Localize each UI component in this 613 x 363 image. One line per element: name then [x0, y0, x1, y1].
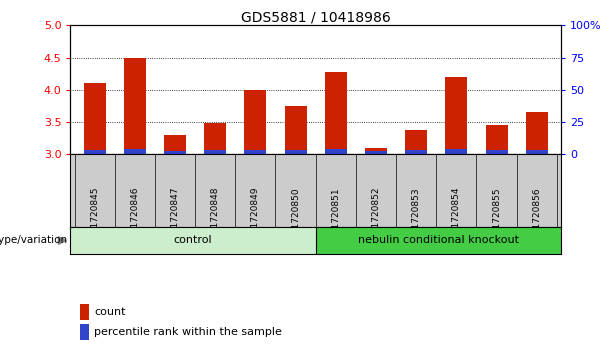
Bar [164, 135, 186, 154]
Bar [245, 150, 267, 154]
Bar [316, 227, 561, 254]
Text: GSM1720847: GSM1720847 [170, 187, 180, 248]
Bar [70, 227, 316, 254]
Text: GSM1720849: GSM1720849 [251, 187, 260, 248]
Bar [325, 149, 347, 154]
Bar [445, 77, 468, 154]
Bar [124, 58, 146, 154]
Text: GSM1720845: GSM1720845 [90, 187, 99, 248]
Bar [204, 123, 226, 154]
Bar [485, 150, 508, 154]
Bar [365, 148, 387, 154]
Text: count: count [94, 307, 126, 317]
Bar [325, 73, 347, 154]
Bar [80, 325, 89, 340]
Bar [284, 106, 306, 154]
Bar [83, 83, 105, 154]
Bar [245, 90, 267, 154]
Text: genotype/variation: genotype/variation [0, 236, 67, 245]
Text: GSM1720853: GSM1720853 [412, 187, 421, 248]
Text: GSM1720855: GSM1720855 [492, 187, 501, 248]
Text: GSM1720846: GSM1720846 [131, 187, 139, 248]
Text: GSM1720854: GSM1720854 [452, 187, 461, 248]
Text: GSM1720850: GSM1720850 [291, 187, 300, 248]
Bar [365, 151, 387, 154]
Bar [83, 150, 105, 154]
Text: nebulin conditional knockout: nebulin conditional knockout [358, 236, 519, 245]
Bar [405, 130, 427, 154]
Bar [124, 149, 146, 154]
Bar [204, 150, 226, 154]
Bar [526, 150, 548, 154]
Bar [485, 125, 508, 154]
Bar [445, 149, 468, 154]
Text: GSM1720856: GSM1720856 [532, 187, 541, 248]
Text: control: control [173, 236, 213, 245]
Bar [80, 304, 89, 319]
Bar [284, 150, 306, 154]
Text: GSM1720848: GSM1720848 [211, 187, 219, 248]
Bar [164, 151, 186, 154]
Bar [526, 113, 548, 154]
Text: percentile rank within the sample: percentile rank within the sample [94, 327, 282, 337]
Text: GDS5881 / 10418986: GDS5881 / 10418986 [241, 11, 390, 25]
Text: GSM1720851: GSM1720851 [331, 187, 340, 248]
Text: GSM1720852: GSM1720852 [371, 187, 381, 248]
Bar [405, 150, 427, 154]
